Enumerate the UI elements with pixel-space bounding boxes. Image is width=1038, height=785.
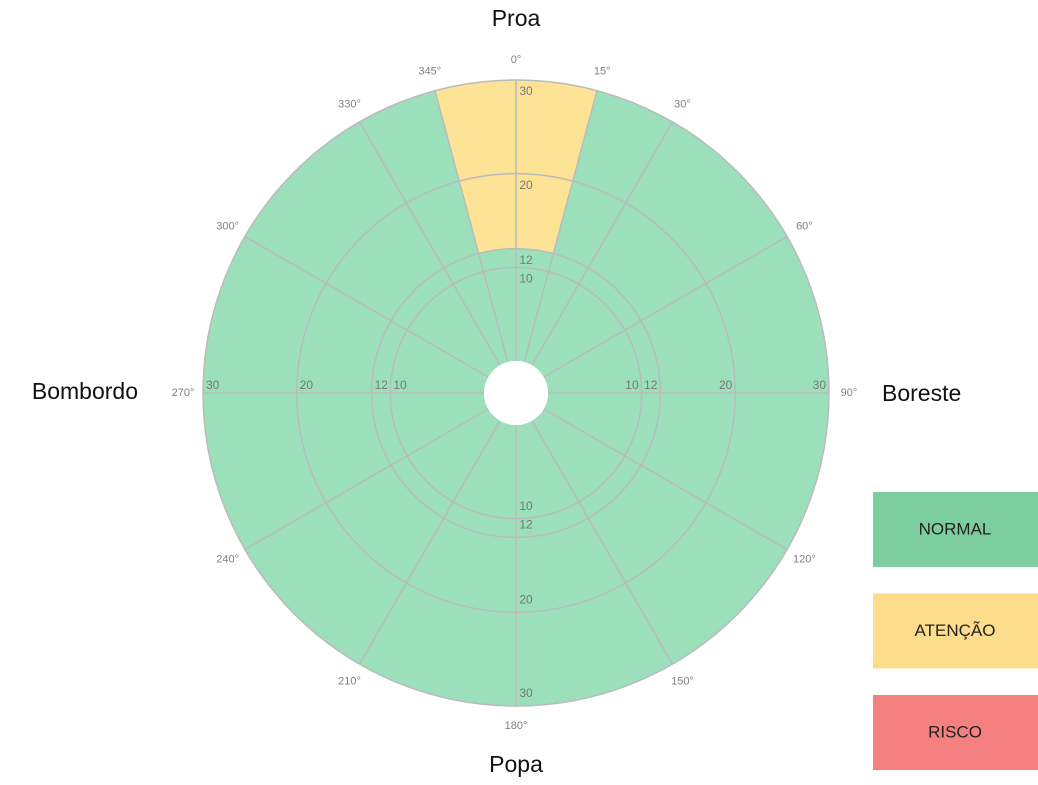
spoke <box>523 90 598 363</box>
spoke <box>358 420 501 665</box>
angle-label: 330° <box>338 99 361 111</box>
spoke <box>244 408 489 551</box>
legend-label: ATENÇÃO <box>915 621 996 640</box>
angle-label: 210° <box>338 675 361 687</box>
angle-label: 60° <box>796 220 813 232</box>
r-tick-label: 30 <box>206 378 220 392</box>
r-tick-label: 30 <box>519 84 533 98</box>
r-tick-label: 12 <box>644 378 658 392</box>
sector <box>203 90 830 706</box>
spoke <box>434 90 509 363</box>
r-tick-label: 30 <box>519 686 533 700</box>
direction-label: Popa <box>489 751 543 777</box>
spoke <box>244 235 489 378</box>
legend-label: RISCO <box>928 722 982 741</box>
angle-label: 300° <box>216 220 239 232</box>
r-tick-label: 10 <box>625 378 639 392</box>
r-tick-label: 10 <box>519 499 533 513</box>
legend-label: NORMAL <box>919 519 992 538</box>
direction-label: Boreste <box>882 380 961 406</box>
angle-label: 15° <box>594 65 611 77</box>
angle-label: 150° <box>671 675 694 687</box>
direction-label: Bombordo <box>32 378 138 404</box>
angle-label: 240° <box>216 553 239 565</box>
center-hole <box>484 361 548 425</box>
legend-swatch <box>873 593 1038 669</box>
spoke <box>543 235 788 378</box>
r-tick-label: 12 <box>375 378 389 392</box>
angle-label: 270° <box>172 387 195 399</box>
r-tick-label: 20 <box>519 178 533 192</box>
legend-swatch <box>873 492 1038 567</box>
angle-label: 120° <box>793 553 816 565</box>
spoke <box>531 121 674 366</box>
r-tick-label: 20 <box>719 378 733 392</box>
legend-swatch <box>873 695 1038 770</box>
angle-label: 345° <box>418 65 441 77</box>
angle-label: 180° <box>505 720 528 732</box>
r-tick-label: 10 <box>393 378 407 392</box>
angle-label: 30° <box>674 99 691 111</box>
r-tick-label: 20 <box>519 593 533 607</box>
spoke <box>358 121 501 366</box>
angle-label: 0° <box>511 54 522 66</box>
direction-label: Proa <box>492 5 541 31</box>
r-tick-label: 20 <box>300 378 314 392</box>
r-tick-label: 12 <box>519 253 533 267</box>
r-tick-label: 10 <box>519 272 533 286</box>
spoke <box>531 420 674 665</box>
angle-label: 90° <box>841 387 858 399</box>
r-tick-label: 30 <box>813 378 827 392</box>
spoke <box>543 408 788 551</box>
r-tick-label: 12 <box>519 518 533 532</box>
